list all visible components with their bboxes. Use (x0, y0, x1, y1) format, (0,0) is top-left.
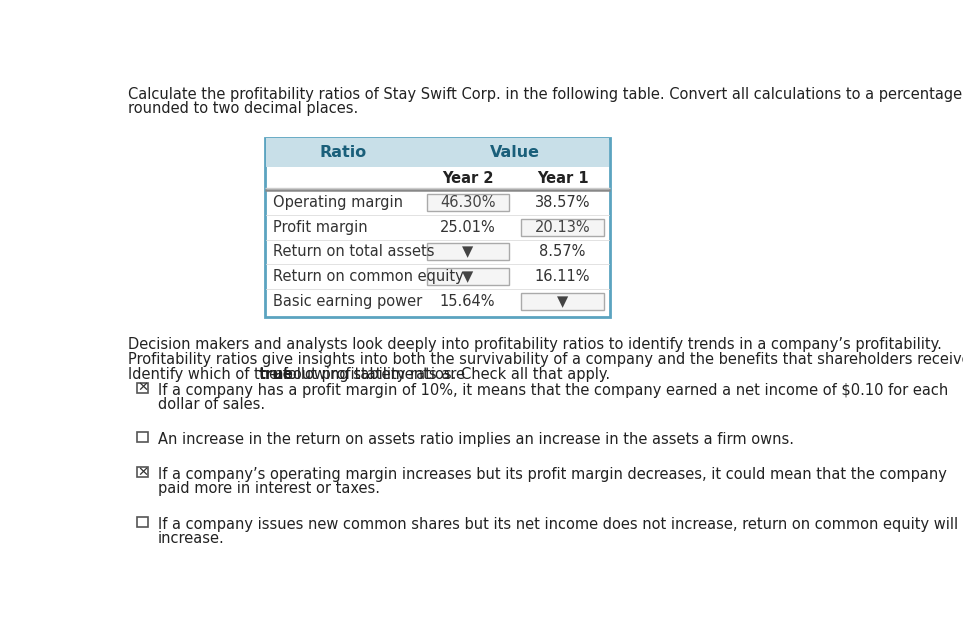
Text: If a company has a profit margin of 10%, it means that the company earned a net : If a company has a profit margin of 10%,… (158, 383, 948, 398)
Text: ▼: ▼ (462, 269, 473, 284)
Text: An increase in the return on assets ratio implies an increase in the assets a fi: An increase in the return on assets rati… (158, 432, 794, 447)
Bar (265, 138, 611, 317)
Text: 16.11%: 16.11% (534, 269, 590, 284)
Text: rounded to two decimal places.: rounded to two decimal places. (128, 101, 358, 116)
Text: 38.57%: 38.57% (534, 195, 590, 210)
Text: 46.30%: 46.30% (440, 195, 495, 210)
Text: ▼: ▼ (462, 244, 473, 259)
Text: Operating margin: Operating margin (273, 195, 403, 210)
Text: If a company’s operating margin increases but its profit margin decreases, it co: If a company’s operating margin increase… (158, 467, 947, 483)
Text: ▼: ▼ (557, 294, 568, 308)
Bar (138, 383, 147, 393)
Bar (521, 293, 604, 310)
Text: Decision makers and analysts look deeply into profitability ratios to identify t: Decision makers and analysts look deeply… (128, 336, 942, 352)
Text: increase.: increase. (158, 530, 224, 546)
Bar (427, 268, 508, 285)
Text: Ratio: Ratio (319, 145, 367, 160)
Text: Profitability ratios give insights into both the survivability of a company and : Profitability ratios give insights into … (128, 352, 963, 367)
Text: Return on common equity: Return on common equity (273, 269, 464, 284)
Text: ✕: ✕ (137, 466, 148, 479)
Bar (427, 244, 508, 260)
Text: 20.13%: 20.13% (534, 220, 590, 235)
Text: Identify which of the following statements are: Identify which of the following statemen… (128, 368, 470, 382)
Text: 25.01%: 25.01% (440, 220, 495, 235)
Text: true: true (258, 368, 294, 382)
Text: If a company issues new common shares but its net income does not increase, retu: If a company issues new common shares bu… (158, 517, 957, 532)
Text: 15.64%: 15.64% (440, 294, 495, 308)
Text: dollar of sales.: dollar of sales. (158, 397, 265, 411)
Text: Return on total assets: Return on total assets (273, 244, 434, 259)
Text: Value: Value (490, 145, 540, 160)
Bar (138, 432, 147, 442)
Text: Profit margin: Profit margin (273, 220, 368, 235)
Text: 8.57%: 8.57% (539, 244, 586, 259)
Bar (266, 138, 610, 167)
Text: Calculate the profitability ratios of Stay Swift Corp. in the following table. C: Calculate the profitability ratios of St… (128, 87, 962, 102)
Text: Year 1: Year 1 (536, 171, 588, 186)
Text: paid more in interest or taxes.: paid more in interest or taxes. (158, 481, 379, 496)
Text: ✕: ✕ (137, 382, 148, 394)
Bar (138, 517, 147, 527)
Bar (427, 194, 508, 211)
Bar (521, 219, 604, 236)
Text: Year 2: Year 2 (442, 171, 493, 186)
Text: about profitability ratios. Check all that apply.: about profitability ratios. Check all th… (270, 368, 610, 382)
Text: Basic earning power: Basic earning power (273, 294, 423, 308)
Bar (138, 467, 147, 478)
